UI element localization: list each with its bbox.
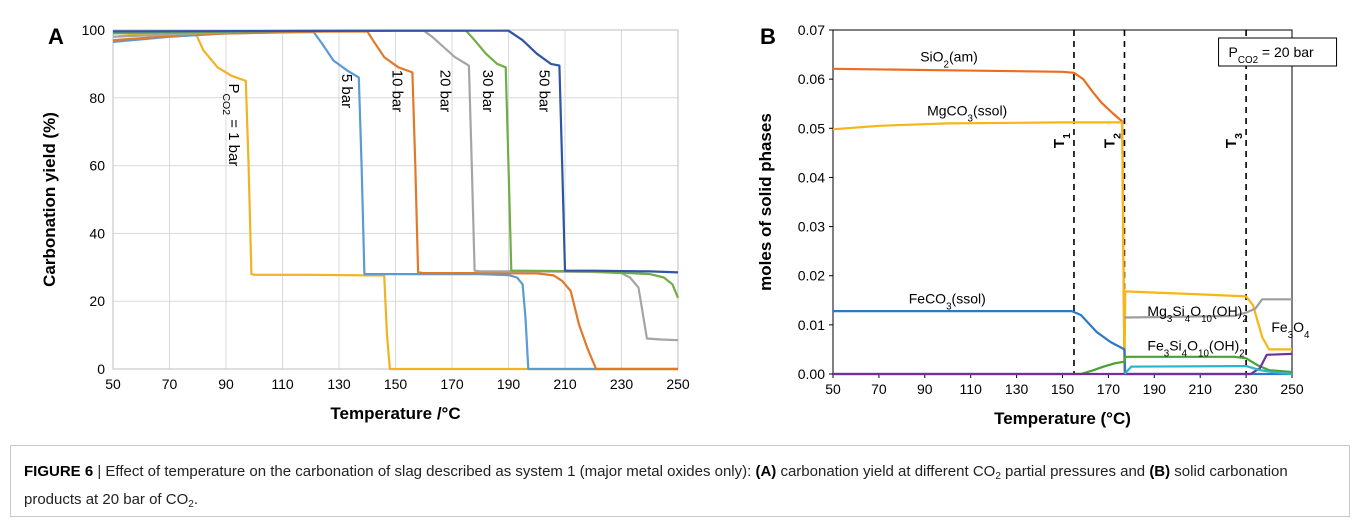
panel-a-annotation-0: PCO2 = 1 bar xyxy=(220,83,242,166)
panel-a-xtick-label-9: 230 xyxy=(610,376,634,392)
panel-a-xtick-label-7: 190 xyxy=(497,376,521,392)
panel-a-panel-letter: A xyxy=(48,24,64,49)
panel-b-x-axis-label: Temperature (°C) xyxy=(994,409,1131,428)
panel-b-vline-label-1: T2 xyxy=(1101,133,1123,148)
panel-b-pressure-box xyxy=(1218,37,1338,67)
caption-b-label: (B) xyxy=(1149,463,1171,480)
panel-b-xtick-label-3: 110 xyxy=(960,381,983,397)
panel-b-xtick-label-1: 70 xyxy=(871,381,887,397)
caption-box xyxy=(10,445,1350,517)
panel-b-xtick-label-4: 130 xyxy=(1005,381,1029,397)
panel-a-ytick-label-0: 0 xyxy=(97,361,105,377)
panel-a-ytick-label-5: 100 xyxy=(82,22,106,38)
panel-a-series-line-0 xyxy=(112,30,678,371)
panel-a-xtick-label-4: 130 xyxy=(327,376,351,392)
panel-b-ytick-label-3: 0.03 xyxy=(798,219,825,235)
panel-a-xtick-label-10: 250 xyxy=(666,376,690,392)
panel-b-series-line-4 xyxy=(833,355,1293,376)
panel-a-xtick-label-2: 90 xyxy=(218,376,234,392)
panel-b-ytick-label-0: 0.00 xyxy=(798,366,825,382)
panel-a-x-axis-label: Temperature /°C xyxy=(330,404,460,423)
panel-b-series-label-2: FeCO3(ssol) xyxy=(909,291,986,313)
panel-a-series-line-4 xyxy=(112,29,680,299)
panel-b-series-label-0: SiO2(am) xyxy=(920,48,978,70)
panel-b-chart: 50 70 90 110 130 150 170 190 210 230 250 0.00 0.01 0.… xyxy=(756,22,1338,428)
panel-a-annotation-2: 10 bar xyxy=(389,70,406,113)
panel-b-ytick-label-7: 0.07 xyxy=(798,22,825,38)
panel-a-chart: 50 70 90 110 130 150 170 190 210 230 250 0 20 40 60 80 1… xyxy=(40,22,690,423)
panel-b-series-label-1: MgCO3(ssol) xyxy=(927,103,1007,125)
panel-b-ytick-label-5: 0.05 xyxy=(798,120,825,136)
panel-b-ytick-label-2: 0.02 xyxy=(798,268,825,284)
panel-b-xtick-label-6: 170 xyxy=(1097,381,1121,397)
panel-b-xtick-label-9: 230 xyxy=(1234,381,1258,397)
panel-b-series-line-5 xyxy=(833,352,1293,376)
caption-figure-label: FIGURE 6 xyxy=(24,463,94,480)
panel-a-series-line-3 xyxy=(112,29,679,342)
panel-a-xtick-label-6: 170 xyxy=(440,376,464,392)
panel-b-series-line-0 xyxy=(832,67,1126,375)
panel-a-ytick-label-3: 60 xyxy=(89,158,105,174)
panel-b-pressure-label: PCO2 = 20 bar xyxy=(1229,44,1314,66)
panel-a-xtick-label-3: 110 xyxy=(271,376,294,392)
panel-b-series-label-4: Fe3Si4O10(OH)2 xyxy=(1147,337,1244,359)
panel-a-annotation-4: 30 bar xyxy=(479,70,496,113)
panel-b-vline-label-2: T3 xyxy=(1223,133,1245,148)
panel-b-plot-frame xyxy=(832,29,1293,375)
panel-a-y-axis-label: Carbonation yield (%) xyxy=(40,112,59,287)
panel-a-xtick-label-5: 150 xyxy=(384,376,408,392)
panel-a-annotation-1: 5 bar xyxy=(338,74,355,108)
panel-b-ytick-label-4: 0.04 xyxy=(798,169,825,185)
panel-b-xtick-label-7: 190 xyxy=(1143,381,1167,397)
panel-a-xtick-label-1: 70 xyxy=(162,376,178,392)
panel-b-series-line-1 xyxy=(832,121,1292,376)
figure-panels: 50 70 90 110 130 150 170 190 210 230 250 0 20 40 60 80 1… xyxy=(40,22,1338,428)
figure-caption: FIGURE 6 | Effect of temperature on the … xyxy=(24,463,1288,510)
panel-b-xtick-label-10: 250 xyxy=(1280,381,1304,397)
caption-text-1: Effect of temperature on the carbonation… xyxy=(105,463,756,480)
panel-b-vline-label-0: T1 xyxy=(1051,133,1073,148)
panel-b-xtick-label-2: 90 xyxy=(917,381,933,397)
panel-a-xtick-label-0: 50 xyxy=(105,376,121,392)
panel-b-series-line-2 xyxy=(833,310,1292,376)
panel-b-panel-letter: B xyxy=(760,24,776,49)
panel-a-ytick-label-1: 20 xyxy=(89,293,105,309)
panel-b-series-label-5: Fe3O4 xyxy=(1271,319,1310,341)
panel-a-annotation-5: 50 bar xyxy=(536,70,553,113)
panel-a-series-line-2 xyxy=(112,30,678,371)
panel-b-series-label-3: Mg3Si4O10(OH)2 xyxy=(1147,303,1247,325)
panel-a-ytick-label-2: 40 xyxy=(89,225,105,241)
caption-a-label: (A) xyxy=(755,463,777,480)
panel-a-annotation-3: 20 bar xyxy=(437,70,454,113)
panel-b-series-line-3 xyxy=(1124,298,1292,319)
panel-b-xtick-label-8: 210 xyxy=(1189,381,1213,397)
panel-a-ytick-label-4: 80 xyxy=(89,90,105,106)
panel-b-ytick-label-6: 0.06 xyxy=(798,71,825,87)
panel-a-series-line-5 xyxy=(112,29,679,274)
panel-b-xtick-label-5: 150 xyxy=(1051,381,1075,397)
panel-b-y-axis-label: moles of solid phases xyxy=(756,113,775,291)
panel-b-ytick-label-1: 0.01 xyxy=(798,317,825,333)
panel-a-xtick-label-8: 210 xyxy=(553,376,577,392)
panel-b-xtick-label-0: 50 xyxy=(825,381,841,397)
panel-b-series-line-6 xyxy=(1123,365,1293,376)
